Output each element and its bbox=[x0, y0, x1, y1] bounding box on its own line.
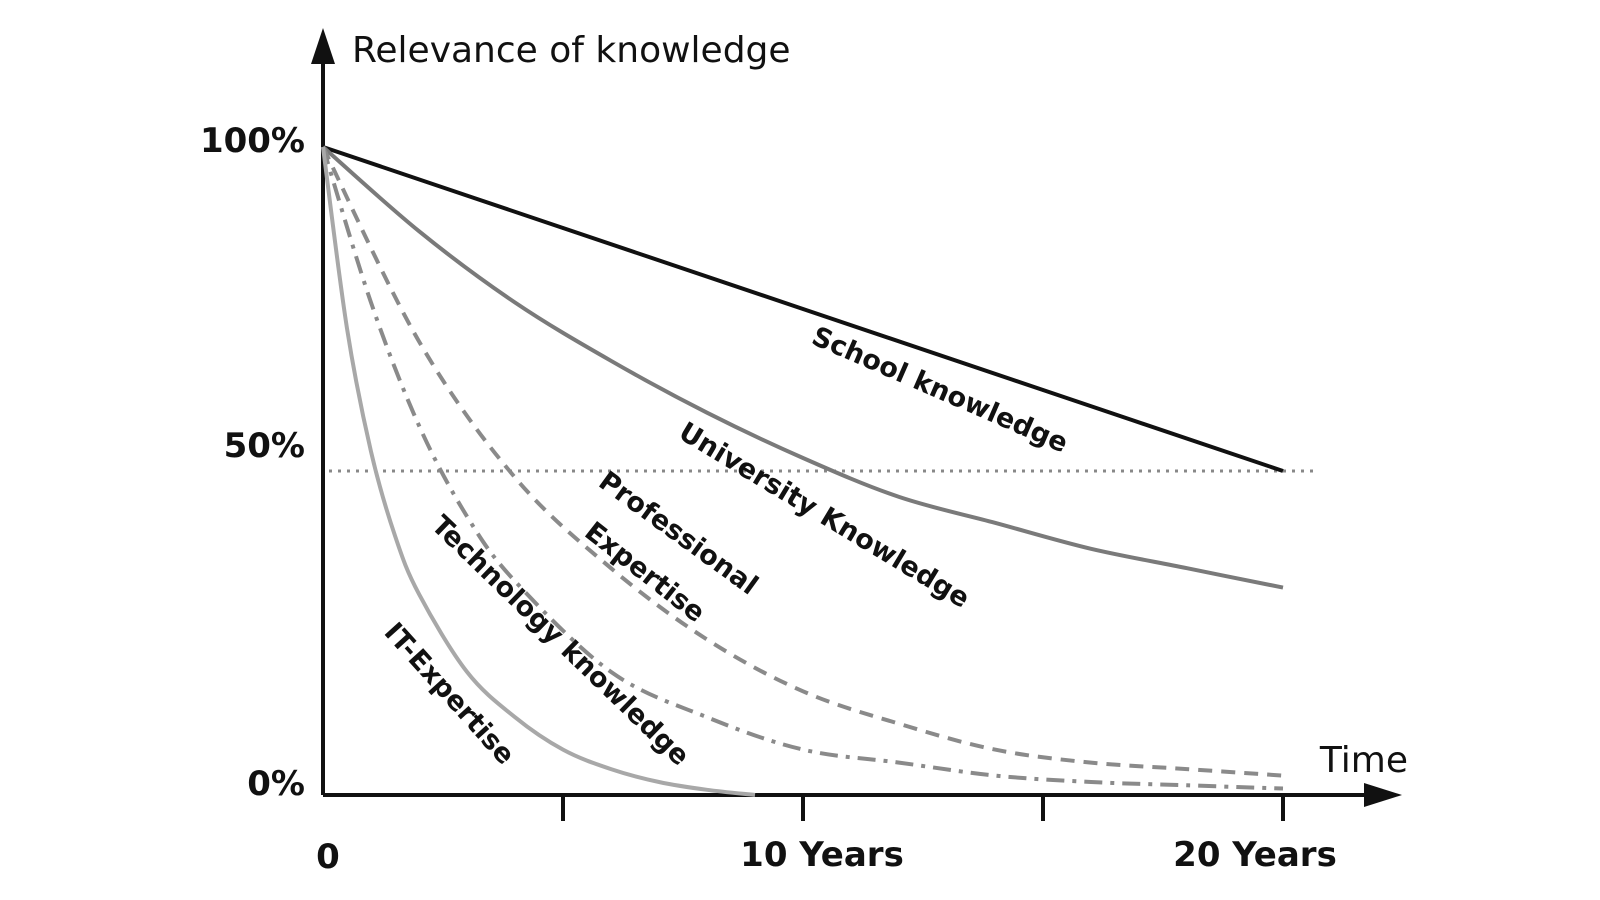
series-line-school-knowledge bbox=[322, 145, 1284, 473]
series-line-technology-knowledge bbox=[321, 146, 1284, 791]
x-ticks bbox=[561, 795, 1285, 821]
y-tick-label-50: 50% bbox=[224, 426, 305, 466]
y-axis-arrow bbox=[311, 28, 335, 64]
series-label-school-knowledge: School knowledge bbox=[807, 321, 1072, 459]
series-line-university-knowledge bbox=[321, 145, 1284, 590]
y-axis-title: Relevance of knowledge bbox=[352, 30, 791, 71]
series-line-it-expertise bbox=[321, 146, 756, 797]
series-line-professional-expertise bbox=[321, 146, 1284, 778]
axes bbox=[311, 28, 1402, 807]
x-tick-label-0: 0 bbox=[316, 837, 340, 877]
x-tick-label-20-years: 20 Years bbox=[1173, 835, 1337, 875]
series-label-university-knowledge: University Knowledge bbox=[673, 416, 974, 614]
series-group bbox=[321, 145, 1284, 797]
y-tick-label-0: 0% bbox=[247, 764, 305, 804]
x-tick-label-10-years: 10 Years bbox=[740, 835, 904, 875]
y-tick-label-100: 100% bbox=[200, 121, 305, 161]
x-axis-title: Time bbox=[1319, 740, 1408, 781]
series-label-it-expertise: IT-Expertise bbox=[378, 617, 521, 771]
x-axis-arrow bbox=[1364, 783, 1402, 807]
